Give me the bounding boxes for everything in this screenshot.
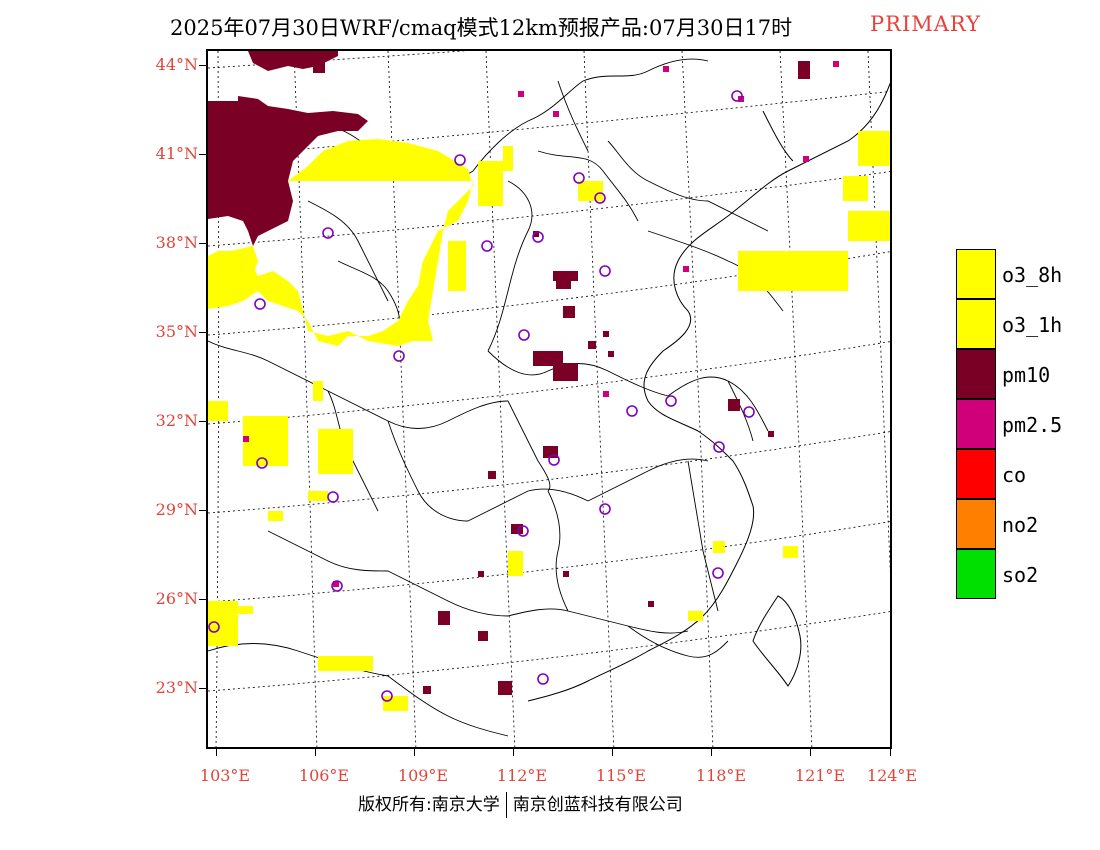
lat-label-38: 38°N	[155, 233, 198, 252]
lat-label-29: 29°N	[155, 500, 198, 519]
map-title: 2025年07月30日WRF/cmaq模式12km预报产品:07月30日17时	[170, 16, 793, 40]
lat-tick	[199, 65, 207, 66]
lon-tick	[711, 748, 712, 756]
legend-label: pm10	[1002, 363, 1051, 387]
lat-tick	[199, 243, 207, 244]
legend-swatch	[956, 499, 996, 549]
lon-tick	[612, 748, 613, 756]
lon-tick	[315, 748, 316, 756]
primary-tag: PRIMARY	[870, 12, 981, 36]
legend-item-pm10: pm10	[956, 349, 1096, 399]
legend-swatch	[956, 549, 996, 599]
lon-label-121: 121°E	[794, 766, 846, 785]
coastline	[527, 82, 890, 702]
lon-label-118: 118°E	[695, 766, 747, 785]
lon-tick	[890, 748, 891, 756]
lat-label-26: 26°N	[155, 589, 198, 608]
copyright-footer: 版权所有:南京大学 南京创蓝科技有限公司	[358, 790, 683, 818]
legend-item-so2: so2	[956, 549, 1096, 599]
footer-company: 南京创蓝科技有限公司	[512, 795, 683, 815]
legend-label: so2	[1002, 563, 1039, 587]
lat-tick	[199, 154, 207, 155]
province-boundaries	[208, 58, 784, 737]
lon-tick	[414, 748, 415, 756]
legend-item-co: co	[956, 449, 1096, 499]
legend-item-o3-8h: o3_8h	[956, 249, 1096, 299]
lon-label-112: 112°E	[496, 766, 548, 785]
lat-label-32: 32°N	[155, 411, 198, 430]
lon-tick	[216, 748, 217, 756]
legend-label: o3_8h	[1002, 263, 1063, 287]
legend-item-o3-1h: o3_1h	[956, 299, 1096, 349]
legend-swatch	[956, 399, 996, 449]
legend-label: o3_1h	[1002, 313, 1063, 337]
legend-label: pm2.5	[1002, 413, 1063, 437]
footer-divider	[505, 792, 507, 818]
footer-copyright: 版权所有:南京大学	[358, 795, 500, 815]
legend: o3_8h o3_1h pm10 pm2.5 co no2 so2	[956, 249, 1096, 599]
lon-tick	[513, 748, 514, 756]
lat-label-35: 35°N	[155, 322, 198, 341]
legend-label: no2	[1002, 513, 1039, 537]
legend-swatch	[956, 299, 996, 349]
legend-item-pm25: pm2.5	[956, 399, 1096, 449]
station-markers	[208, 90, 755, 702]
lon-label-106: 106°E	[298, 766, 350, 785]
o3-patches	[208, 131, 890, 711]
graticule	[208, 51, 890, 747]
map-canvas	[208, 51, 890, 747]
legend-swatch	[956, 249, 996, 299]
lat-tick	[199, 510, 207, 511]
legend-item-no2: no2	[956, 499, 1096, 549]
lon-label-115: 115°E	[595, 766, 647, 785]
legend-label: co	[1002, 463, 1027, 487]
lat-tick	[199, 421, 207, 422]
lat-tick	[199, 332, 207, 333]
lon-tick	[810, 748, 811, 756]
lon-label-109: 109°E	[397, 766, 449, 785]
map-panel[interactable]	[206, 49, 892, 749]
legend-swatch	[956, 449, 996, 499]
title-row: 2025年07月30日WRF/cmaq模式12km预报产品:07月30日17时 …	[0, 12, 1100, 42]
lat-tick	[199, 688, 207, 689]
lat-label-44: 44°N	[155, 55, 198, 74]
legend-swatch	[956, 349, 996, 399]
lon-label-124: 124°E	[866, 766, 918, 785]
lon-label-103: 103°E	[199, 766, 251, 785]
pm25-patches	[243, 61, 839, 587]
lat-label-23: 23°N	[155, 678, 198, 697]
lat-tick	[199, 599, 207, 600]
pm10-patches	[208, 51, 814, 695]
lat-label-41: 41°N	[155, 144, 198, 163]
